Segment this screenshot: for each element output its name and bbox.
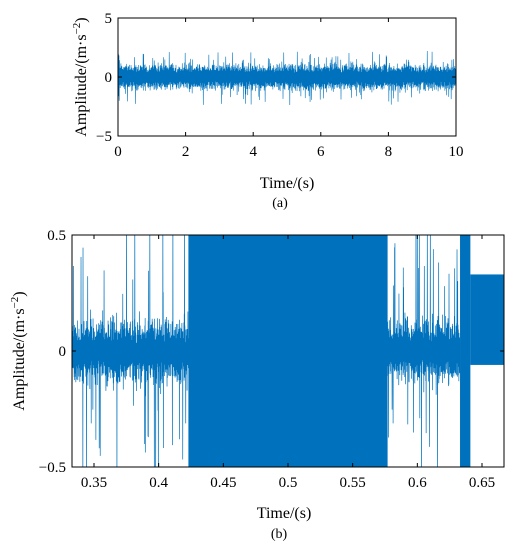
chart-1-xtick-label: 0.5: [279, 475, 298, 491]
chart-1-ytick-label: −0.5: [39, 460, 66, 476]
chart-a-ticks: 0 2 4 6 8 10−505: [96, 11, 463, 160]
chart-1-ytick-label: 0: [59, 344, 67, 360]
chart-1-xtick-label: 0.55: [340, 475, 366, 491]
chart-b-ylabel: Amplitude/(m·s−2): [9, 291, 28, 410]
chart-b-segment-saturated: [460, 235, 471, 467]
chart-a-trace: [118, 51, 456, 105]
chart-b: 0.35 0.4 0.45 0.5 0.55 0.6 0.65 −0.5 0 0.5 Time/(…: [9, 228, 505, 542]
chart-a-xlabel: Time/(s): [260, 175, 315, 192]
chart-a-ylabel: Amplitude/(m·s−2): [71, 17, 90, 136]
chart-b-trace: [72, 235, 504, 467]
chart-b-segment-noisy: [72, 235, 189, 467]
chart-1-xtick-label: 0.6: [408, 475, 427, 491]
chart-b-ticks: 0.35 0.4 0.45 0.5 0.55 0.6 0.65 −0.5 0 0.5: [39, 228, 504, 491]
chart-a-series-line: [118, 51, 456, 105]
chart-0-ytick-label: −5: [96, 129, 112, 145]
chart-1-xtick-label: 0.35: [81, 475, 107, 491]
chart-0-xtick-label: 4: [249, 144, 257, 160]
chart-a: 0 2 4 6 8 10−505 Time/(s) Amplitude/(m·s−2) (…: [71, 11, 464, 211]
chart-0-xtick-label: 10: [449, 144, 464, 160]
chart-b-panel-label: (b): [271, 527, 288, 542]
chart-1-xtick-label: 0.65: [469, 475, 495, 491]
chart-a-panel-label: (a): [272, 196, 288, 211]
chart-0-xtick-label: 6: [317, 144, 325, 160]
chart-0-ytick-label: 0: [105, 70, 113, 86]
chart-0-xtick-label: 8: [385, 144, 393, 160]
chart-b-segment-noisy: [387, 235, 461, 467]
chart-1-ytick-label: 0.5: [47, 228, 66, 244]
chart-0-xtick-label: 2: [182, 144, 190, 160]
chart-0-ytick-label: 5: [105, 11, 113, 27]
chart-0-xtick-label: 0: [114, 144, 122, 160]
chart-b-xlabel: Time/(s): [257, 505, 312, 522]
chart-1-xtick-label: 0.45: [210, 475, 236, 491]
chart-b-segment-saturated: [188, 235, 388, 467]
chart-b-segment-dense: [470, 274, 504, 365]
chart-1-xtick-label: 0.4: [149, 475, 168, 491]
